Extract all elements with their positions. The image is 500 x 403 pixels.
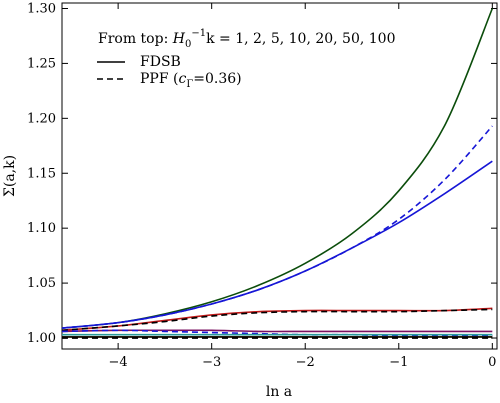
y-tick-label: 1.05 xyxy=(27,276,56,291)
y-tick-label: 1.15 xyxy=(27,166,56,181)
plot-frame xyxy=(61,2,498,350)
x-tick-label: −4 xyxy=(109,355,128,370)
y-axis-ticks: 1.00 1.05 1.10 1.15 1.20 1.25 1.30 xyxy=(27,1,497,346)
legend-solid-label: FDSB xyxy=(140,54,181,70)
series-line-3 xyxy=(61,125,493,329)
x-tick-label: 0 xyxy=(488,355,496,370)
x-tick-label: −1 xyxy=(389,355,408,370)
legend-h0-subscript: 0 xyxy=(185,39,191,50)
legend-gamma-subscript: Γ xyxy=(186,79,193,90)
legend: From top: H0−1k = 1, 2, 5, 10, 20, 50, 1… xyxy=(97,28,396,90)
legend-header-values: = 1, 2, 5, 10, 20, 50, 100 xyxy=(215,31,396,47)
legend-c-symbol: c xyxy=(178,71,186,87)
series-line-7 xyxy=(61,329,493,337)
series-line-5 xyxy=(61,308,493,332)
y-tick-label: 1.30 xyxy=(27,1,56,16)
series-line-2 xyxy=(61,160,493,329)
series-lines xyxy=(61,8,494,339)
legend-dashed-label: PPF (cΓ=0.36) xyxy=(140,71,242,90)
y-tick-label: 1.00 xyxy=(27,331,56,346)
legend-header-prefix: From top: xyxy=(98,31,173,47)
legend-dashed-label-value: =0.36) xyxy=(193,71,241,87)
legend-h0-superscript: −1 xyxy=(191,28,206,39)
x-axis-title: ln a xyxy=(266,384,292,400)
legend-header: From top: H0−1k = 1, 2, 5, 10, 20, 50, 1… xyxy=(98,28,396,50)
y-tick-label: 1.25 xyxy=(27,56,56,71)
x-tick-label: −2 xyxy=(296,355,315,370)
y-tick-label: 1.10 xyxy=(27,221,56,236)
legend-h0-symbol: H xyxy=(172,31,186,47)
y-axis-title: Σ(a,k) xyxy=(2,155,18,197)
legend-k-symbol: k xyxy=(206,31,215,47)
y-tick-label: 1.20 xyxy=(27,111,56,126)
x-axis-ticks: −4 −3 −2 −1 0 xyxy=(109,3,496,370)
legend-dashed-label-prefix: PPF ( xyxy=(140,71,178,87)
x-tick-label: −3 xyxy=(202,355,221,370)
series-line-1 xyxy=(61,8,494,329)
